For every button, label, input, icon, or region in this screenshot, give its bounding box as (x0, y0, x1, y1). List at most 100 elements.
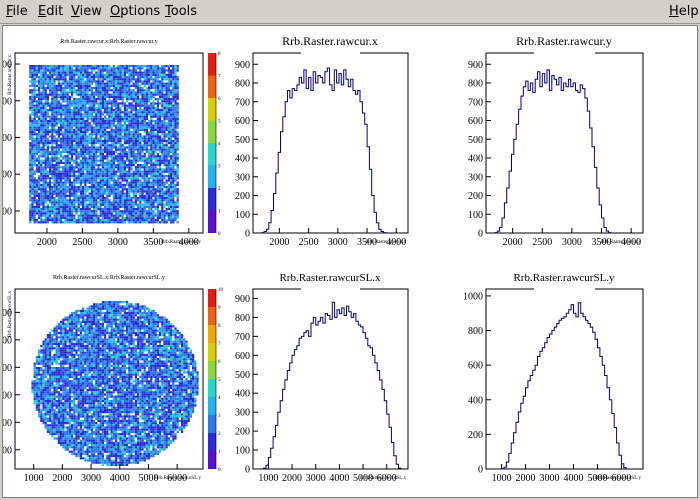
heatmap-cell (90, 216, 93, 219)
heatmap-cell (115, 214, 118, 217)
heatmap-cell (73, 78, 76, 81)
heatmap-cell (165, 93, 168, 96)
heatmap-cell (126, 87, 129, 90)
chart-pad-4[interactable]: 0123456789101000200030004000500060001000… (3, 275, 224, 484)
heatmap-cell (68, 164, 71, 167)
heatmap-cell (53, 212, 56, 215)
menu-view[interactable]: View (71, 4, 102, 19)
heatmap-cell (77, 203, 80, 206)
heatmap-cell (128, 186, 131, 189)
heatmap-cell (123, 194, 126, 197)
heatmap-cell (31, 102, 34, 105)
heatmap-cell (57, 87, 60, 90)
heatmap-cell (104, 126, 107, 129)
heatmap-cell (95, 67, 98, 70)
heatmap-cell (88, 192, 91, 195)
heatmap-cell (73, 181, 76, 184)
heatmap-cell (126, 203, 129, 206)
heatmap-cell (137, 175, 140, 178)
heatmap-cell (44, 382, 47, 385)
heatmap-cell (53, 356, 56, 359)
heatmap-cell (134, 78, 137, 81)
heatmap-cell (176, 122, 179, 125)
heatmap-cell (35, 120, 38, 123)
heatmap-cell (29, 80, 32, 83)
heatmap-cell (154, 106, 157, 109)
heatmap-cell (139, 117, 142, 120)
x-tick-label: 2000 (37, 237, 57, 248)
heatmap-cell (161, 197, 164, 200)
heatmap-cell (35, 102, 38, 105)
heatmap-cell (29, 208, 32, 211)
heatmap-cell (161, 192, 164, 195)
heatmap-cell (115, 95, 118, 98)
heatmap-cell (172, 115, 175, 118)
heatmap-cell (62, 95, 65, 98)
chart-pad-2[interactable]: 2000 2500 3000 3500 400001002003004005006007… (235, 32, 409, 248)
heatmap-cell (44, 371, 47, 374)
heatmap-cell (148, 221, 151, 224)
menu-options[interactable]: Options (110, 4, 160, 19)
heatmap-cell (104, 221, 107, 224)
heatmap-cell (165, 175, 168, 178)
heatmap-cell (121, 210, 124, 213)
heatmap-cell (42, 95, 45, 98)
heatmap-cell (38, 161, 41, 164)
menu-help[interactable]: Help (669, 4, 699, 19)
heatmap-cell (148, 203, 151, 206)
chart-pad-1[interactable]: 0123456782000250030003500400020002500300… (3, 39, 221, 248)
heatmap-cell (29, 214, 32, 217)
heatmap-cell (104, 170, 107, 173)
heatmap-cell (143, 183, 146, 186)
heatmap-cell (167, 76, 170, 79)
heatmap-cell (97, 67, 100, 70)
heatmap-cell (163, 106, 166, 109)
heatmap-cell (38, 135, 41, 138)
heatmap-cell (159, 142, 162, 145)
heatmap-cell (90, 98, 93, 101)
heatmap-cell (55, 124, 58, 127)
heatmap-cell (137, 102, 140, 105)
menu-edit[interactable]: Edit (38, 4, 63, 19)
heatmap-cell (55, 362, 58, 365)
heatmap-cell (38, 216, 41, 219)
heatmap-cell (165, 111, 168, 114)
chart-pad-3[interactable]: 2000 2500 3000 3500 400001002003004005006007… (468, 32, 644, 248)
heatmap-cell (119, 221, 122, 224)
heatmap-cell (170, 137, 173, 140)
heatmap-cell (150, 133, 153, 136)
heatmap-cell (53, 80, 56, 83)
heatmap-cell (53, 199, 56, 202)
canvas-plots[interactable]: 0123456782000250030003500400020002500300… (3, 26, 697, 497)
palette-swatch (208, 188, 216, 211)
heatmap-cell (31, 142, 34, 145)
heatmap-cell (97, 102, 100, 105)
heatmap-cell (154, 65, 157, 68)
menu-file[interactable]: File (6, 4, 28, 19)
heatmap-cell (97, 188, 100, 191)
heatmap-cell (172, 175, 175, 178)
heatmap-cell (156, 131, 159, 134)
heatmap-cell (75, 177, 78, 180)
heatmap-cell (71, 115, 74, 118)
heatmap-cell (143, 71, 146, 74)
heatmap-cell (148, 91, 151, 94)
heatmap-cell (64, 210, 67, 213)
heatmap-cell (156, 164, 159, 167)
heatmap-cell (108, 172, 111, 175)
heatmap-cell (44, 380, 47, 383)
heatmap-cell (90, 113, 93, 116)
heatmap-cell (64, 168, 67, 171)
heatmap-cell (97, 190, 100, 193)
heatmap-cell (51, 221, 54, 224)
menu-tools[interactable]: Tools (165, 4, 197, 19)
heatmap-cell (150, 153, 153, 156)
heatmap-cell (53, 347, 56, 350)
heatmap-cell (95, 170, 98, 173)
heatmap-cell (77, 76, 80, 79)
heatmap-cell (66, 131, 69, 134)
heatmap-cell (137, 164, 140, 167)
heatmap-cell (99, 104, 102, 107)
heatmap-cell (163, 124, 166, 127)
root-canvas[interactable]: 0123456782000250030003500400020002500300… (2, 25, 698, 498)
